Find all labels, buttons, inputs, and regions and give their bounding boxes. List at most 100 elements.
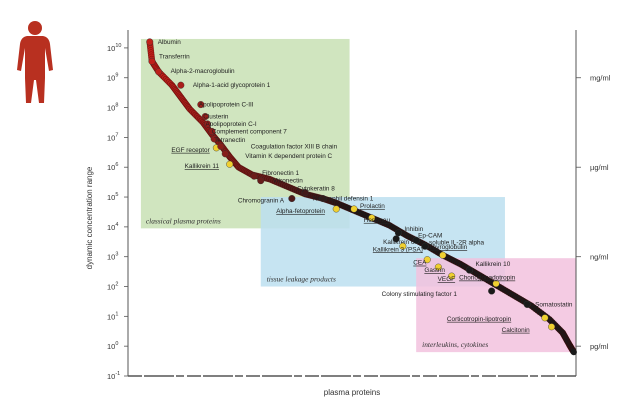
label-alpha-2-macroglobulin: Alpha-2-macroglobulin: [171, 68, 235, 75]
curve-dot-279: [570, 349, 577, 356]
point-albumin: [146, 38, 154, 46]
point-chromogranin-a: [288, 195, 296, 203]
label-albumin: Albumin: [158, 39, 182, 46]
point-fibronectin-1: [250, 172, 258, 180]
y-tick-label-2: 102: [107, 282, 118, 292]
label-chromogranin-a: Chromogranin A: [238, 198, 285, 205]
y-tick-label-6: 106: [107, 162, 118, 172]
point-vitamin-k-dependent-protein-c: [221, 150, 229, 158]
point-alpha-1-acid-glycoprotein-1: [177, 81, 185, 89]
region-interleukins-cytokines: [416, 258, 576, 353]
label-fibronectin-1: Fibronectin 1: [262, 170, 299, 177]
right-tick-label-ng-ml: ng/ml: [590, 253, 609, 262]
point-cytokeratin-8: [301, 189, 309, 197]
y-tick-label-8: 108: [107, 103, 118, 113]
point-vitronectin: [257, 177, 265, 185]
label-vitronectin: Vitronectin: [273, 178, 304, 185]
label-kallikrein-10: Kallikrein 10: [475, 261, 510, 268]
label-soluble-il-2r-alpha: soluble IL-2R alpha: [429, 239, 485, 246]
point-colony-stimulating-factor-1: [488, 287, 496, 295]
label-kallikrein-6: Kallikrein 6: [383, 239, 415, 246]
point-inhibin: [394, 229, 402, 237]
right-tick-label-pg-ml: pg/ml: [590, 342, 609, 351]
label-ep-cam: Ep-CAM: [418, 232, 442, 239]
label-cea: CEA: [413, 260, 427, 267]
y-axis-title: dynamic concentration range: [85, 166, 94, 269]
label-inhibin: Inhibin: [404, 226, 423, 233]
label-egf-receptor: EGF receptor: [171, 147, 210, 154]
label-coagulation-factor-xiii-b-chain: Coagulation factor XIII B chain: [251, 143, 338, 150]
point-transferrin: [148, 57, 156, 65]
label-thyroglobulin: Thyroglobulin: [429, 244, 468, 251]
region-label-classical-plasma-proteins: classical plasma proteins: [146, 216, 221, 225]
human-figure-icon: [17, 21, 53, 103]
point-soluble-il-2r-alpha: [421, 242, 429, 250]
label-neutrophil-defensin-1: Neutrophil defensin 1: [313, 196, 374, 203]
point-alpha-fetoprotein: [332, 205, 340, 213]
y-tick-label--1: 10-1: [107, 371, 120, 381]
point-corticotropin-lipotropin: [541, 314, 549, 322]
y-axis-ticks: 1010 109 108 107 106 105 104 103 102 101 100 10-1: [107, 43, 128, 381]
right-axis-ticks: mg/ml µg/ml ng/ml pg/ml: [576, 74, 611, 351]
label-her2-neu: Her2/neu: [364, 217, 391, 224]
point-her2-neu: [368, 214, 376, 222]
point-kallikrein-6: [392, 235, 400, 243]
y-tick-label-10: 1010: [107, 43, 121, 53]
label-clusterin: Clusterin: [203, 114, 229, 121]
label-apolipoprotein-c-i: Apolipoprotein C-I: [205, 121, 256, 128]
y-tick-label-0: 100: [107, 341, 118, 351]
label-tetranectin: Tetranectin: [214, 137, 246, 144]
label-calcitonin: Calcitonin: [502, 327, 531, 334]
point-apolipoprotein-c-iii: [197, 101, 205, 109]
label-kallikrein-3-psa: Kallikrein 3 (PSA): [373, 246, 423, 253]
label-prolactin: Prolactin: [360, 203, 385, 210]
label-kallikrein-11: Kallikrein 11: [185, 163, 220, 170]
x-axis-title: plasma proteins: [324, 388, 380, 397]
axes: [127, 30, 577, 377]
concentration-regions: classical plasma proteins tissue leakage …: [140, 38, 576, 353]
label-alpha-fetoprotein: Alpha-fetoprotein: [276, 208, 325, 215]
y-tick-label-3: 103: [107, 252, 118, 262]
region-label-tissue-leakage-products: tissue leakage products: [267, 275, 336, 284]
label-gastrin: Gastrin: [424, 267, 445, 274]
y-tick-label-1: 101: [107, 311, 118, 321]
label-corticotropin-lipotropin: Corticotropin-lipotropin: [447, 316, 512, 323]
label-apolipoprotein-c-iii: Apolipoprotein C-III: [199, 102, 254, 109]
label-cytokeratin-8: Cytokeratin 8: [297, 186, 335, 193]
right-tick-label-mg-ml: mg/ml: [590, 74, 611, 83]
y-tick-label-4: 104: [107, 222, 118, 232]
point-somatostatin: [523, 300, 531, 308]
point-cea: [423, 256, 431, 264]
label-vegf: VEGF: [438, 276, 455, 283]
point-alpha-2-macroglobulin: [155, 68, 163, 76]
point-ep-cam: [412, 236, 420, 244]
point-clusterin: [201, 113, 209, 121]
label-vitamin-k-dependent-protein-c: Vitamin K dependent protein C: [245, 153, 332, 160]
point-coagulation-factor-xiii-b-chain: [217, 142, 225, 150]
right-tick-label-µg-ml: µg/ml: [590, 163, 609, 172]
y-tick-label-9: 109: [107, 73, 118, 83]
point-tetranectin: [210, 135, 218, 143]
point-kallikrein-3-psa: [399, 242, 407, 250]
label-transferrin: Transferrin: [159, 53, 190, 60]
point-gastrin: [434, 263, 442, 271]
point-prolactin: [350, 205, 358, 213]
point-choriogonadotropin: [492, 280, 500, 288]
label-choriogonadotropin: Choriogonadotropin: [459, 275, 516, 282]
point-neutrophil-defensin-1: [319, 195, 327, 203]
label-alpha-1-acid-glycoprotein-1: Alpha-1-acid glycoprotein 1: [193, 82, 271, 89]
point-apolipoprotein-c-i: [203, 120, 211, 128]
label-colony-stimulating-factor-1: Colony stimulating factor 1: [382, 291, 458, 298]
point-calcitonin: [548, 323, 556, 331]
region-label-interleukins-cytokines: interleukins, cytokines: [422, 340, 488, 349]
point-vegf: [448, 272, 456, 280]
label-somatostatin: Somatostatin: [535, 301, 573, 308]
point-kallikrein-10: [465, 266, 473, 274]
y-tick-label-5: 105: [107, 192, 118, 202]
label-complement-component-7: Complement component 7: [212, 128, 287, 135]
point-kallikrein-11: [226, 160, 234, 168]
y-tick-label-7: 107: [107, 132, 118, 142]
point-thyroglobulin: [439, 251, 447, 259]
point-complement-component-7: [208, 127, 216, 135]
